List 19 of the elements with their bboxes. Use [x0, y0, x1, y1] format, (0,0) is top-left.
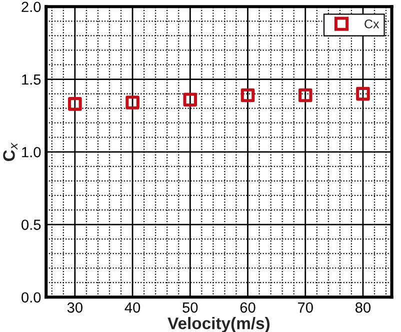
y-tick-label: 1.0: [22, 146, 41, 158]
x-tick-label: 80: [355, 302, 371, 313]
x-tick-label: 60: [240, 302, 256, 313]
y-tick-label: 2.0: [22, 2, 41, 12]
y-tick-label: 1.5: [22, 74, 41, 85]
point: [240, 88, 255, 102]
legend-label: Cx: [364, 19, 380, 28]
point: [68, 97, 82, 111]
point: [126, 96, 140, 110]
y-tick-label: 0.0: [22, 292, 41, 303]
x-tick-label: 40: [124, 302, 140, 313]
x-tick-label: 70: [298, 302, 313, 313]
y-axis-title: C$_{x}$: [3, 142, 18, 162]
point: [183, 92, 198, 107]
point: [298, 88, 312, 102]
x-tick-label: 30: [67, 302, 82, 313]
x-tick-label: 50: [182, 302, 198, 313]
y-tick-label: 0.5: [22, 220, 41, 230]
point: [356, 86, 370, 101]
